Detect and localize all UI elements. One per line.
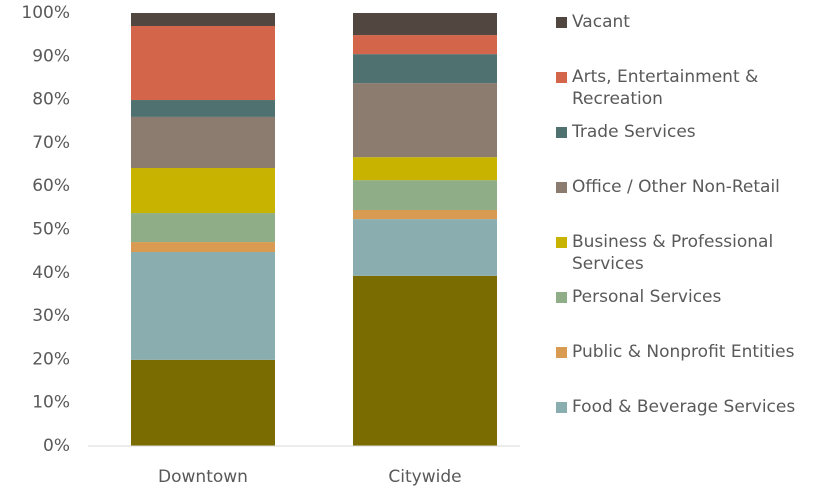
- bar-segment: [353, 54, 497, 84]
- y-tick-label: 80%: [32, 90, 70, 110]
- y-tick-label: 50%: [32, 220, 70, 240]
- bar-segment: [131, 213, 275, 243]
- legend-item: Trade Services: [556, 121, 818, 143]
- legend-item: Office / Other Non-Retail: [556, 176, 818, 198]
- y-tick-label: 30%: [32, 306, 70, 326]
- legend-swatch: [556, 127, 567, 138]
- y-tick-label: 70%: [32, 133, 70, 153]
- bar-segment: [131, 116, 275, 169]
- legend-item: Arts, Entertainment & Recreation: [556, 66, 818, 110]
- legend-swatch: [556, 237, 567, 248]
- y-tick-label: 60%: [32, 176, 70, 196]
- legend-label: Food & Beverage Services: [572, 397, 796, 417]
- y-tick-label: 40%: [32, 263, 70, 283]
- bar-segment: [353, 180, 497, 211]
- legend-label: Arts, Entertainment & Recreation: [572, 67, 759, 109]
- bar-segment: [353, 219, 497, 276]
- legend-swatch: [556, 72, 567, 83]
- legend-label: Vacant: [572, 12, 630, 32]
- legend-label: Office / Other Non-Retail: [572, 177, 780, 197]
- y-tick-label: 20%: [32, 349, 70, 369]
- legend-swatch: [556, 292, 567, 303]
- legend-item: Vacant: [556, 11, 818, 33]
- bar-segment: [131, 242, 275, 253]
- bar-segment: [353, 35, 497, 55]
- x-tick-label: Citywide: [388, 467, 461, 487]
- legend-swatch: [556, 182, 567, 193]
- x-tick-label: Downtown: [158, 467, 248, 487]
- legend-item: Public & Nonprofit Entities: [556, 341, 818, 363]
- bar-segment: [353, 83, 497, 158]
- y-tick-label: 10%: [32, 393, 70, 413]
- legend-label: Business & Professional Services: [572, 232, 774, 274]
- legend-label: Trade Services: [572, 122, 696, 142]
- bar-segment: [131, 25, 275, 101]
- legend-label: Public & Nonprofit Entities: [572, 342, 795, 362]
- bar-segment: [131, 168, 275, 214]
- bar-segment: [131, 13, 275, 26]
- bar-segment: [353, 157, 497, 181]
- y-tick-label: 0%: [43, 436, 70, 456]
- y-tick-label: 100%: [21, 3, 70, 23]
- legend-swatch: [556, 17, 567, 28]
- legend-item: Business & Professional Services: [556, 231, 818, 275]
- legend-item: Food & Beverage Services: [556, 396, 818, 418]
- bar-segment: [131, 359, 275, 446]
- bar-segment: [353, 275, 497, 446]
- bar-segment: [131, 252, 275, 360]
- legend-swatch: [556, 402, 567, 413]
- legend-item: Personal Services: [556, 286, 818, 308]
- bar-segment: [131, 100, 275, 117]
- legend-swatch: [556, 347, 567, 358]
- y-tick-label: 90%: [32, 46, 70, 66]
- bar-segment: [353, 13, 497, 36]
- bar-segment: [353, 210, 497, 220]
- legend-label: Personal Services: [572, 287, 722, 307]
